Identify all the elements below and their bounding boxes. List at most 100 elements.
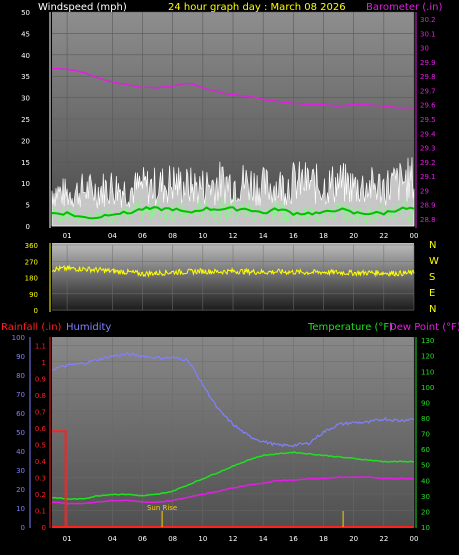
compass-label: E (429, 288, 435, 299)
dir-tick-label: 180 (25, 275, 38, 283)
rain-axis-title: Rainfall (.in) (1, 322, 62, 333)
bottom-x-tick-label: 08 (168, 535, 177, 543)
compass-label: W (429, 256, 439, 267)
baro-tick-label: 29.1 (420, 173, 436, 181)
wind-tick-label: 25 (21, 116, 30, 124)
wind-x-tick-label: 01 (63, 232, 72, 240)
humidity-tick-label: 40 (16, 448, 25, 456)
rain-tick-label: 0.9 (35, 375, 46, 383)
wind-tick-label: 35 (21, 73, 30, 81)
humidity-tick-label: 50 (16, 429, 25, 437)
humidity-tick-label: 60 (16, 410, 25, 418)
wind-tick-label: 50 (21, 9, 30, 17)
humidity-tick-label: 10 (16, 505, 25, 513)
baro-tick-label: 28.9 (420, 202, 436, 210)
bottom-x-tick-label: 14 (259, 535, 268, 543)
rain-tick-label: 0.5 (35, 441, 46, 449)
humidity-tick-label: 70 (16, 391, 25, 399)
wind-direction-series (51, 264, 415, 278)
baro-tick-label: 29.9 (420, 59, 436, 67)
dir-tick-label: 90 (29, 291, 38, 299)
wind-tick-label: 15 (21, 159, 30, 167)
wind-speed-series (51, 206, 415, 220)
temp-tick-label: 80 (421, 415, 430, 423)
wind-x-tick-label: 00 (410, 232, 419, 240)
humidity-tick-label: 30 (16, 467, 25, 475)
humidity-tick-label: 0 (21, 524, 25, 532)
humidity-tick-label: 80 (16, 372, 25, 380)
temp-tick-label: 70 (421, 431, 430, 439)
rain-tick-label: 0.2 (35, 491, 46, 499)
bottom-x-tick-label: 04 (108, 535, 117, 543)
bottom-x-tick-label: 00 (410, 535, 419, 543)
wind-x-tick-label: 10 (198, 232, 207, 240)
wind-x-tick-label: 16 (289, 232, 298, 240)
wind-x-tick-label: 08 (168, 232, 177, 240)
bottom-x-tick-label: 12 (229, 535, 238, 543)
baro-tick-label: 29.4 (420, 130, 436, 138)
baro-tick-label: 29.7 (420, 87, 436, 95)
compass-label: N (429, 240, 436, 251)
humidity-axis-title: Humidity (66, 322, 111, 333)
humidity-tick-label: 90 (16, 353, 25, 361)
rain-tick-label: 0 (42, 524, 46, 532)
bottom-x-tick-label: 18 (319, 535, 328, 543)
temp-tick-label: 60 (421, 446, 430, 454)
rain-tick-label: 0.1 (35, 507, 46, 515)
rain-tick-label: 0.4 (35, 458, 47, 466)
humidity-series (51, 351, 414, 448)
wind-tick-label: 10 (21, 180, 30, 188)
wind-tick-label: 0 (26, 223, 30, 231)
humidity-tick-label: 20 (16, 486, 25, 494)
compass-label: S (429, 272, 435, 283)
wind-x-tick-label: 12 (229, 232, 238, 240)
temperature-series (51, 451, 415, 501)
wind-x-tick-label: 06 (138, 232, 147, 240)
baro-tick-label: 28.8 (420, 216, 436, 224)
compass-label: N (429, 304, 436, 315)
dir-tick-label: 360 (25, 242, 38, 250)
temp-tick-label: 90 (421, 399, 430, 407)
humidity-tick-label: 100 (12, 334, 25, 342)
rain-tick-label: 0.6 (35, 425, 47, 433)
bottom-x-tick-label: 20 (349, 535, 358, 543)
wind-tick-label: 30 (21, 95, 30, 103)
baro-tick-label: 29.2 (420, 159, 436, 167)
bottom-x-tick-label: 22 (379, 535, 388, 543)
bottom-x-tick-label: 01 (63, 535, 72, 543)
baro-axis-title: Barometer (.in) (366, 2, 442, 13)
rain-tick-label: 1 (42, 359, 46, 367)
baro-tick-label: 30 (420, 45, 429, 53)
temp-tick-label: 110 (421, 368, 434, 376)
wind-axis-title: Windspeed (mph) (38, 2, 127, 13)
bottom-x-tick-label: 10 (198, 535, 207, 543)
baro-tick-label: 30.2 (420, 16, 436, 24)
sunrise-annotation: Sun Rise (147, 504, 177, 512)
wind-tick-label: 45 (21, 30, 30, 38)
temp-tick-label: 40 (421, 477, 430, 485)
baro-tick-label: 29.8 (420, 73, 436, 81)
wind-x-tick-label: 04 (108, 232, 117, 240)
temp-tick-label: 10 (421, 524, 430, 532)
baro-tick-label: 29.5 (420, 116, 436, 124)
temp-axis-title: Temperature (°F) (307, 322, 393, 333)
temp-tick-label: 120 (421, 353, 434, 361)
baro-tick-label: 30.1 (420, 30, 436, 38)
wind-x-tick-label: 22 (379, 232, 388, 240)
rain-tick-label: 0.3 (35, 474, 46, 482)
wind-x-tick-label: 20 (349, 232, 358, 240)
baro-tick-label: 29.3 (420, 145, 436, 153)
barometer-series (51, 67, 414, 109)
temp-tick-label: 30 (421, 493, 430, 501)
rain-tick-label: 0.8 (35, 392, 46, 400)
temp-tick-label: 50 (421, 462, 430, 470)
baro-tick-label: 29.6 (420, 102, 436, 110)
dew-axis-title: Dew Point (°F) (389, 322, 459, 333)
dir-tick-label: 0 (34, 307, 38, 315)
rain-tick-label: 1.1 (35, 342, 46, 350)
temp-tick-label: 130 (421, 337, 434, 345)
bottom-x-tick-label: 06 (138, 535, 147, 543)
wind-tick-label: 5 (26, 202, 30, 210)
wind-tick-label: 20 (21, 137, 30, 145)
